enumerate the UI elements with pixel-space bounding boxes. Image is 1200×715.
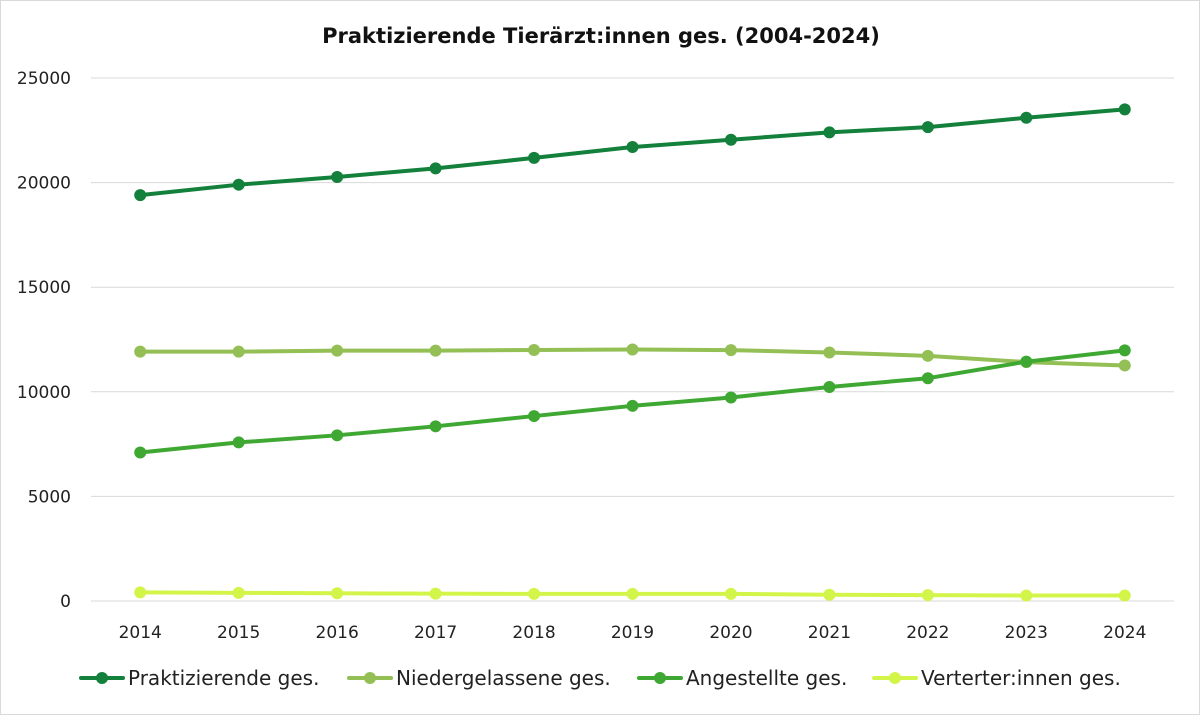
- x-tick-label: 2017: [414, 623, 457, 643]
- data-point: [626, 587, 639, 600]
- data-point: [1118, 344, 1131, 357]
- legend-item: Niedergelassene ges.: [347, 666, 611, 690]
- data-point: [823, 346, 836, 359]
- data-point: [1020, 589, 1033, 602]
- y-tick-label: 5000: [28, 487, 71, 507]
- y-axis: 0 5000 10000 15000 20000 25000: [17, 69, 71, 612]
- x-tick-label: 2014: [119, 623, 162, 643]
- data-point: [528, 410, 541, 423]
- x-tick-label: 2015: [217, 623, 260, 643]
- data-point: [429, 344, 442, 357]
- y-tick-label: 15000: [17, 278, 71, 298]
- series-4: [134, 586, 1131, 602]
- data-point: [331, 170, 344, 183]
- x-tick-label: 2021: [808, 623, 851, 643]
- data-point: [528, 587, 541, 600]
- x-tick-label: 2024: [1103, 623, 1146, 643]
- data-point: [429, 420, 442, 433]
- data-point: [331, 587, 344, 600]
- data-point: [331, 344, 344, 357]
- legend: Praktizierende ges. Niedergelassene ges. A…: [79, 666, 1121, 690]
- legend-label: Niedergelassene ges.: [396, 666, 611, 690]
- data-point: [626, 399, 639, 412]
- data-point: [429, 162, 442, 175]
- data-point: [528, 151, 541, 164]
- legend-item: Verterter:innen ges.: [872, 666, 1121, 690]
- data-point: [134, 189, 147, 202]
- legend-item: Angestellte ges.: [637, 666, 847, 690]
- chart-title: Praktizierende Tierärzt:innen ges. (2004…: [322, 24, 880, 48]
- series-3: [134, 344, 1131, 459]
- data-point: [1020, 111, 1033, 124]
- data-point: [331, 429, 344, 442]
- data-point: [134, 446, 147, 459]
- data-point: [823, 380, 836, 393]
- data-point: [1020, 355, 1033, 368]
- data-point: [232, 436, 245, 449]
- data-point: [134, 345, 147, 358]
- y-tick-label: 20000: [17, 174, 71, 194]
- legend-label: Verterter:innen ges.: [921, 666, 1121, 690]
- x-tick-label: 2020: [709, 623, 752, 643]
- y-tick-label: 25000: [17, 69, 71, 89]
- y-tick-label: 10000: [17, 383, 71, 403]
- data-point: [823, 126, 836, 139]
- y-tick-label: 0: [60, 592, 71, 612]
- data-point: [724, 344, 737, 357]
- data-point: [626, 343, 639, 356]
- data-point: [724, 391, 737, 404]
- data-point: [921, 121, 934, 134]
- legend-item: Praktizierende ges.: [79, 666, 319, 690]
- data-point: [626, 141, 639, 154]
- data-point: [528, 343, 541, 356]
- x-tick-label: 2022: [906, 623, 949, 643]
- data-point: [232, 178, 245, 191]
- data-point: [1118, 589, 1131, 602]
- x-axis: 2014 2015 2016 2017 2018 2019 2020 2021 2022 2023…: [119, 623, 1147, 643]
- legend-label: Praktizierende ges.: [128, 666, 319, 690]
- data-point: [134, 586, 147, 599]
- data-point: [1118, 103, 1131, 116]
- x-tick-label: 2023: [1005, 623, 1048, 643]
- legend-swatch-marker: [654, 672, 666, 684]
- data-point: [232, 586, 245, 599]
- data-point: [921, 372, 934, 385]
- legend-swatch-marker: [96, 672, 108, 684]
- data-point: [232, 345, 245, 358]
- data-point: [921, 589, 934, 602]
- data-point: [823, 588, 836, 601]
- data-point: [724, 133, 737, 146]
- data-point: [921, 349, 934, 362]
- legend-swatch-marker: [889, 672, 901, 684]
- legend-label: Angestellte ges.: [686, 666, 847, 690]
- x-tick-label: 2016: [316, 623, 359, 643]
- legend-swatch-marker: [364, 672, 376, 684]
- data-point: [724, 587, 737, 600]
- series-layer: [134, 103, 1131, 602]
- x-tick-label: 2019: [611, 623, 654, 643]
- x-tick-label: 2018: [512, 623, 555, 643]
- data-point: [1118, 359, 1131, 372]
- series-1: [134, 103, 1131, 202]
- data-point: [429, 587, 442, 600]
- gridlines: [91, 77, 1174, 602]
